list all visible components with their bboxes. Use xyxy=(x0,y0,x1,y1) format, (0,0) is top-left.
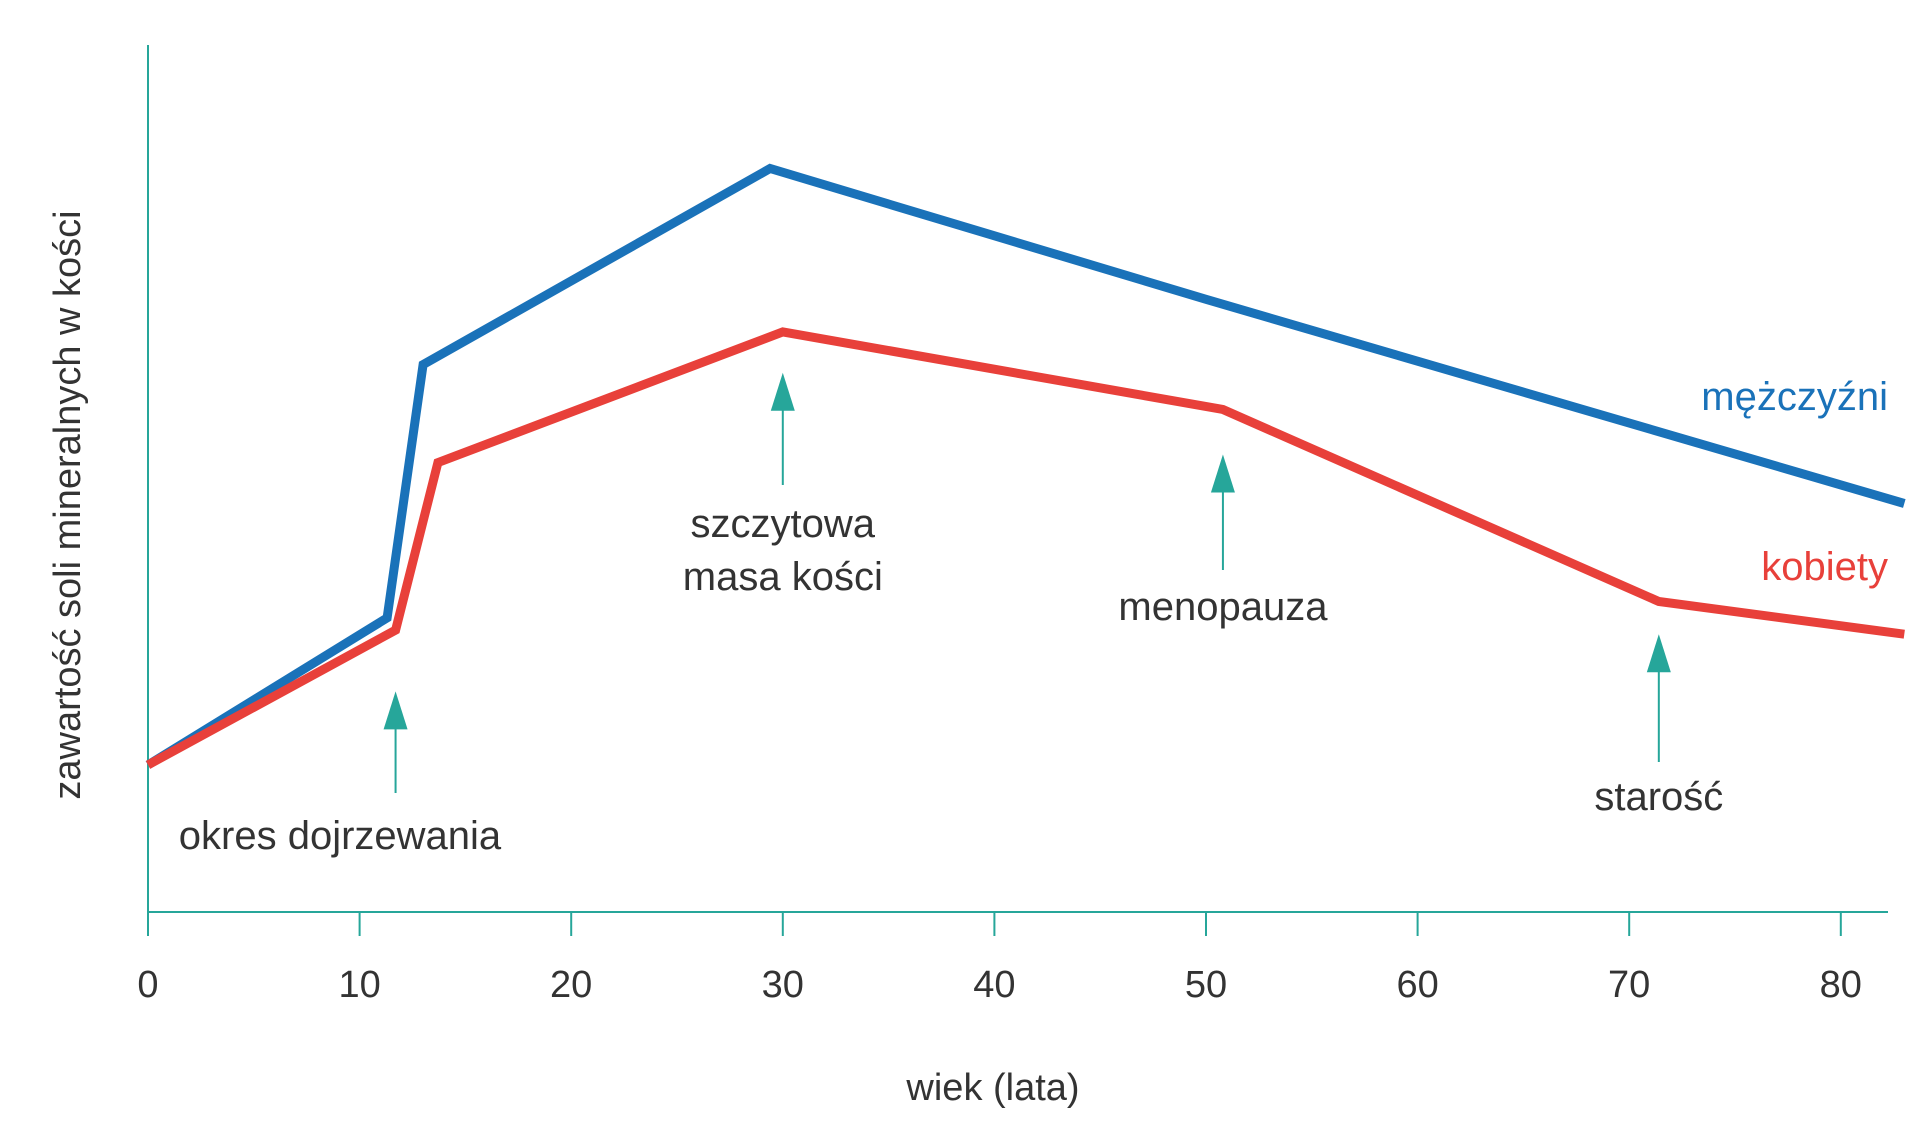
arrow-head-okres xyxy=(383,691,408,730)
y-axis-title: zawartość soli mineralnych w kości xyxy=(47,210,89,799)
annotation-label-szczyt: masa kości xyxy=(683,555,883,599)
x-tick-label: 50 xyxy=(1185,964,1227,1006)
series-line-men xyxy=(145,163,1906,769)
series-label-men: mężczyźni xyxy=(1701,375,1888,419)
x-tick-label: 30 xyxy=(762,964,804,1006)
x-tick-label: 0 xyxy=(137,964,158,1006)
annotation-label-okres: okres dojrzewania xyxy=(179,814,502,858)
x-tick-label: 40 xyxy=(973,964,1015,1006)
arrow-head-starosc xyxy=(1646,634,1671,673)
x-tick-label: 20 xyxy=(550,964,592,1006)
x-tick-label: 70 xyxy=(1608,964,1650,1006)
series-label-women: kobiety xyxy=(1761,545,1888,589)
arrow-head-szczyt xyxy=(770,372,795,411)
annotation-label-menopauza: menopauza xyxy=(1118,585,1328,629)
x-axis-title: wiek (lata) xyxy=(905,1067,1079,1109)
x-tick-label: 80 xyxy=(1820,964,1862,1006)
arrow-head-menopauza xyxy=(1210,454,1235,493)
series-line-women xyxy=(145,327,1905,769)
x-tick-label: 10 xyxy=(338,964,380,1006)
annotation-label-szczyt: szczytowa xyxy=(691,502,876,546)
x-tick-label: 60 xyxy=(1396,964,1438,1006)
annotation-label-starosc: starość xyxy=(1594,775,1723,819)
